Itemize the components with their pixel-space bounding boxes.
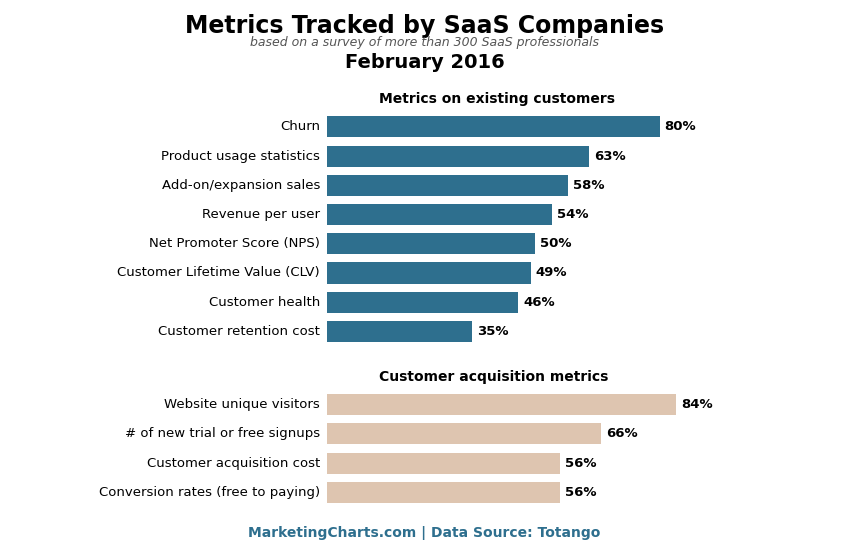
Bar <box>327 263 531 284</box>
Bar <box>327 423 601 444</box>
Text: 54%: 54% <box>556 208 588 221</box>
Text: Customer acquisition metrics: Customer acquisition metrics <box>379 370 608 384</box>
Text: MarketingCharts.com | Data Source: Totango: MarketingCharts.com | Data Source: Totan… <box>248 526 601 540</box>
Bar <box>327 394 677 415</box>
Text: 50%: 50% <box>540 237 571 250</box>
Text: Customer Lifetime Value (CLV): Customer Lifetime Value (CLV) <box>117 266 320 280</box>
Bar <box>327 116 660 137</box>
Bar <box>327 453 559 474</box>
Text: 56%: 56% <box>565 486 596 499</box>
Text: 49%: 49% <box>536 266 567 280</box>
Bar <box>327 204 552 225</box>
Bar <box>327 175 568 196</box>
Text: Conversion rates (free to paying): Conversion rates (free to paying) <box>99 486 320 499</box>
Text: February 2016: February 2016 <box>345 53 504 71</box>
Text: 35%: 35% <box>477 325 509 338</box>
Text: 80%: 80% <box>665 120 696 134</box>
Text: 46%: 46% <box>523 296 555 309</box>
Text: Revenue per user: Revenue per user <box>202 208 320 221</box>
Text: 58%: 58% <box>573 179 604 192</box>
Text: Net Promoter Score (NPS): Net Promoter Score (NPS) <box>149 237 320 250</box>
Text: Add-on/expansion sales: Add-on/expansion sales <box>161 179 320 192</box>
Text: Churn: Churn <box>280 120 320 134</box>
Bar <box>327 482 559 503</box>
Bar <box>327 292 518 313</box>
Text: 56%: 56% <box>565 456 596 470</box>
Bar <box>327 146 589 167</box>
Text: Website unique visitors: Website unique visitors <box>165 398 320 411</box>
Text: Product usage statistics: Product usage statistics <box>161 150 320 162</box>
Text: Metrics Tracked by SaaS Companies: Metrics Tracked by SaaS Companies <box>185 14 664 38</box>
Text: Customer health: Customer health <box>209 296 320 309</box>
Text: based on a survey of more than 300 SaaS professionals: based on a survey of more than 300 SaaS … <box>250 36 599 49</box>
Text: Customer acquisition cost: Customer acquisition cost <box>147 456 320 470</box>
Bar <box>327 233 535 254</box>
Text: 66%: 66% <box>606 427 638 440</box>
Text: # of new trial or free signups: # of new trial or free signups <box>125 427 320 440</box>
Text: 84%: 84% <box>681 398 713 411</box>
Text: Customer retention cost: Customer retention cost <box>158 325 320 338</box>
Text: 63%: 63% <box>594 150 626 162</box>
Text: Metrics on existing customers: Metrics on existing customers <box>379 92 615 106</box>
Bar <box>327 321 472 342</box>
